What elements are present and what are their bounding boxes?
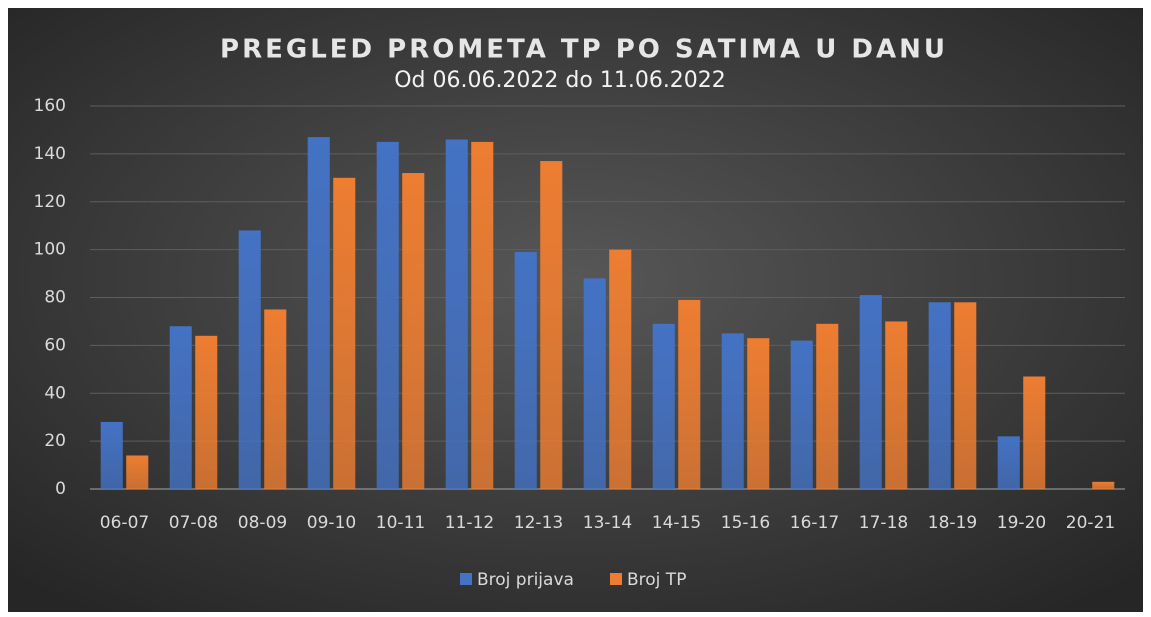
bar [376, 141, 399, 489]
x-tick-label: 08-09 [238, 513, 287, 533]
y-tick-label: 140 [34, 144, 66, 164]
bar [652, 323, 675, 489]
x-tick-label: 19-20 [997, 513, 1046, 533]
bar [402, 173, 425, 489]
bar [747, 338, 770, 489]
bar [609, 249, 632, 489]
bar [195, 335, 218, 489]
bar [540, 161, 563, 489]
legend-label: Broj TP [627, 570, 686, 590]
bar [816, 323, 839, 489]
x-tick-label: 18-19 [928, 513, 977, 533]
bar [721, 333, 744, 489]
x-tick-label: 06-07 [100, 513, 149, 533]
bar [238, 230, 261, 489]
y-tick-label: 120 [34, 192, 66, 212]
x-tick-label: 13-14 [583, 513, 632, 533]
y-tick-label: 160 [34, 96, 66, 116]
bar [583, 278, 606, 489]
x-tick-label: 10-11 [376, 513, 425, 533]
bar [1092, 481, 1115, 489]
bar [100, 421, 123, 489]
x-tick-label: 11-12 [445, 513, 494, 533]
bar [169, 326, 192, 489]
y-tick-label: 20 [44, 431, 66, 451]
bar [445, 139, 468, 489]
bar [514, 252, 537, 489]
x-tick-label: 12-13 [514, 513, 563, 533]
x-tick-label: 09-10 [307, 513, 356, 533]
bar [126, 455, 149, 489]
bar [1023, 376, 1046, 489]
x-tick-label: 14-15 [652, 513, 701, 533]
y-tick-label: 80 [44, 288, 66, 308]
y-tick-label: 60 [44, 335, 66, 355]
x-tick-label: 16-17 [790, 513, 839, 533]
legend-label: Broj prijava [477, 570, 574, 590]
bar [471, 141, 494, 489]
x-tick-label: 20-21 [1066, 513, 1115, 533]
bar [790, 340, 813, 489]
chart-title: PREGLED PROMETA TP PO SATIMA U DANU [220, 35, 948, 65]
bar [859, 295, 882, 489]
bar [928, 302, 951, 489]
bar [954, 302, 977, 489]
legend-swatch [460, 573, 472, 585]
bar [678, 299, 701, 489]
bar [264, 309, 287, 489]
y-tick-label: 40 [44, 383, 66, 403]
bar [333, 177, 356, 489]
bar [997, 436, 1020, 489]
bar [307, 137, 330, 489]
chart-background [8, 8, 1143, 612]
x-tick-label: 07-08 [169, 513, 218, 533]
bar [885, 321, 908, 489]
y-tick-label: 0 [55, 479, 66, 499]
chart-subtitle: Od 06.06.2022 do 11.06.2022 [394, 68, 726, 93]
y-tick-label: 100 [34, 240, 66, 260]
x-tick-label: 17-18 [859, 513, 908, 533]
x-tick-label: 15-16 [721, 513, 770, 533]
legend-swatch [610, 573, 622, 585]
